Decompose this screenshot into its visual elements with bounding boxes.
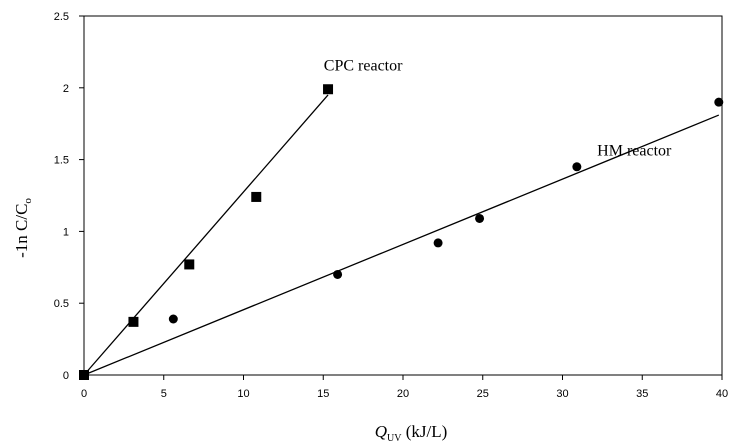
cpc-point: [184, 259, 195, 270]
hm-point: [79, 370, 89, 380]
hm-point: [333, 269, 343, 279]
x-tick-label: 15: [317, 388, 329, 400]
y-tick-label: 1: [63, 226, 69, 238]
y-tick-label: 2.5: [54, 11, 69, 23]
y-axis-label: -1n C/Co: [12, 198, 34, 258]
data-markers: [79, 84, 724, 380]
x-tick-label: 0: [81, 388, 87, 400]
x-axis-label: QUV (kJ/L): [375, 422, 448, 444]
hm-point: [475, 213, 485, 223]
y-tick-label: 2: [63, 83, 69, 95]
plot-frame: [83, 15, 723, 376]
x-tick-label: 25: [477, 388, 489, 400]
hm-fit-line: [83, 114, 720, 376]
y-axis-ticks: 0 0.5 1 1.5 2 2.5: [54, 11, 84, 382]
x-tick-label: 30: [556, 388, 568, 400]
hm-point: [572, 162, 582, 172]
cpc-point: [251, 191, 262, 202]
x-tick-label: 20: [397, 388, 409, 400]
hm-point: [714, 97, 724, 107]
cpc-point: [323, 84, 334, 95]
fit-lines: [83, 94, 720, 376]
cpc-fit-line: [83, 94, 329, 376]
hm-point: [433, 238, 443, 248]
y-tick-label: 0: [63, 370, 69, 382]
y-tick-label: 1.5: [54, 155, 69, 167]
cpc-point: [128, 316, 139, 327]
plot-area-border: [83, 15, 723, 376]
hm-point: [168, 314, 178, 324]
x-axis-ticks: 0 5 10 15 20 25 30 35 40: [81, 375, 728, 400]
series-annotations: CPC reactor HM reactor: [324, 58, 672, 160]
series-label: CPC reactor: [324, 58, 403, 75]
x-tick-label: 5: [161, 388, 167, 400]
y-tick-label: 0.5: [54, 298, 69, 310]
x-tick-label: 40: [716, 388, 728, 400]
series-label: HM reactor: [597, 142, 672, 159]
x-tick-label: 10: [237, 388, 249, 400]
x-tick-label: 35: [636, 388, 648, 400]
